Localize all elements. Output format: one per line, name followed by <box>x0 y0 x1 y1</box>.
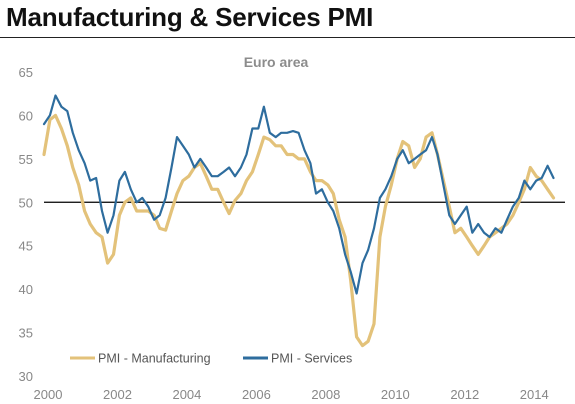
legend-label-services: PMI - Services <box>271 352 352 366</box>
series-group <box>42 94 556 348</box>
y-tick-label: 35 <box>19 326 33 341</box>
page-title: Manufacturing & Services PMI <box>6 2 374 32</box>
x-tick-label: 2012 <box>450 387 479 402</box>
series-line-services <box>42 94 555 295</box>
chart-subtitle: Euro area <box>244 54 309 70</box>
y-tick-label: 50 <box>19 195 33 210</box>
legend: PMI - Manufacturing PMI - Services <box>70 352 352 366</box>
legend-label-manufacturing: PMI - Manufacturing <box>98 352 211 366</box>
x-tick-label: 2004 <box>172 387 201 402</box>
y-tick-label: 40 <box>19 282 33 297</box>
series-line-manufacturing <box>42 113 556 348</box>
x-tick-label: 2008 <box>311 387 340 402</box>
y-axis-ticks: 30 35 40 45 50 55 60 65 <box>19 65 33 384</box>
x-tick-label: 2002 <box>103 387 132 402</box>
y-tick-label: 45 <box>19 239 33 254</box>
x-axis-ticks: 2000 2002 2004 2006 2008 2010 2012 2014 <box>34 387 549 402</box>
x-tick-label: 2010 <box>381 387 410 402</box>
y-tick-label: 65 <box>19 65 33 80</box>
x-tick-label: 2014 <box>520 387 549 402</box>
title-divider <box>0 37 575 38</box>
y-tick-label: 30 <box>19 369 33 384</box>
x-tick-label: 2006 <box>242 387 271 402</box>
y-tick-label: 55 <box>19 152 33 167</box>
x-tick-label: 2000 <box>34 387 63 402</box>
y-tick-label: 60 <box>19 108 33 123</box>
